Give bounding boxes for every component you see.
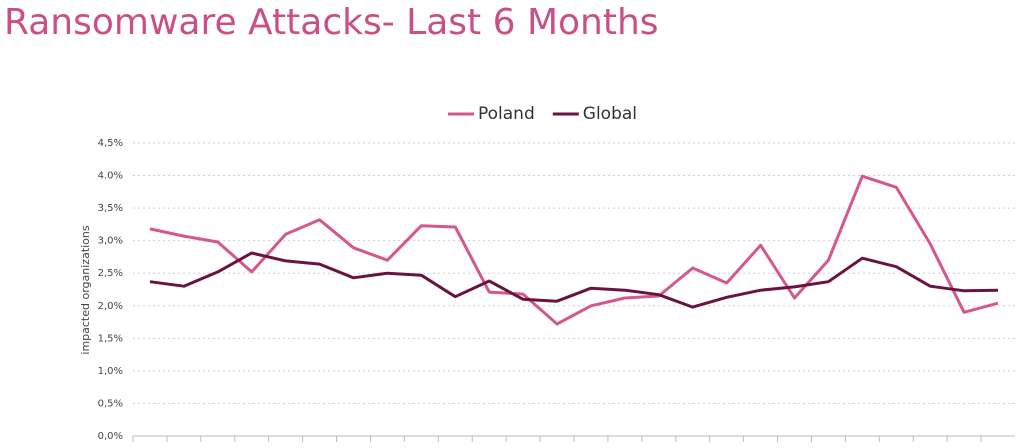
- chart-title: Ransomware Attacks- Last 6 Months: [4, 2, 659, 43]
- legend-label: Poland: [478, 104, 535, 124]
- line-series: [149, 251, 999, 309]
- y-tick-label: 1,5%: [98, 333, 123, 344]
- y-tick-label: 3,0%: [98, 236, 123, 247]
- y-tick-label: 3,5%: [98, 203, 123, 214]
- y-tick-label: 0,0%: [98, 431, 123, 442]
- legend-label: Global: [583, 104, 637, 124]
- y-tick-label: 2,0%: [98, 301, 123, 312]
- y-tick-label: 4.0%: [98, 171, 123, 182]
- y-tick-label: 2,5%: [98, 268, 123, 279]
- y-tick-label: 4,5%: [98, 138, 123, 149]
- y-axis-label: impacted organizations: [79, 225, 92, 354]
- y-tick-label: 0,5%: [98, 398, 123, 409]
- line-series: [149, 174, 999, 326]
- y-tick-label: 1,0%: [98, 366, 123, 377]
